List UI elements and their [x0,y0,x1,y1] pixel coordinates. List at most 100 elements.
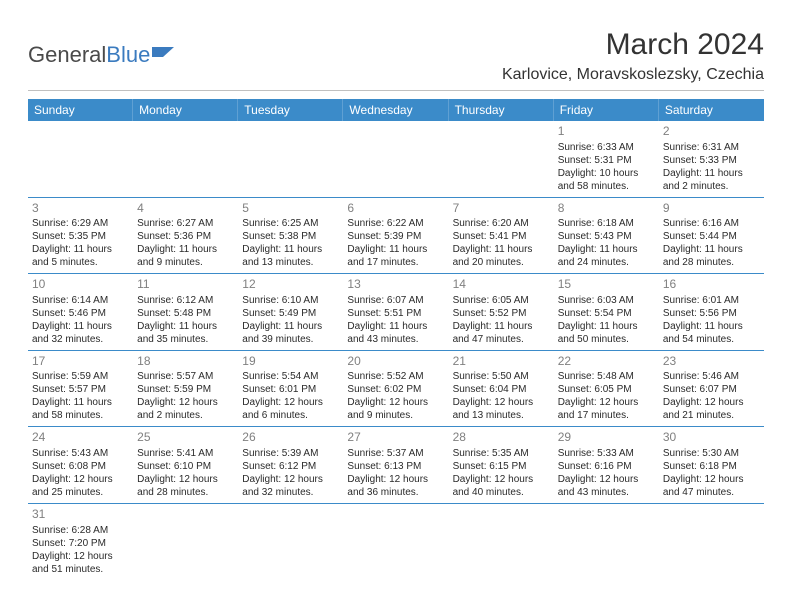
page-header: GeneralBlue March 2024 Karlovice, Moravs… [28,28,764,91]
day-number: 15 [558,277,655,293]
sunrise-text: Sunrise: 5:54 AM [242,370,339,383]
day-number: 20 [347,354,444,370]
day-cell: 15Sunrise: 6:03 AMSunset: 5:54 PMDayligh… [554,274,659,350]
sunrise-text: Sunrise: 6:10 AM [242,294,339,307]
weekday-header: Friday [554,99,659,121]
daylight-text: Daylight: 11 hours and 32 minutes. [32,320,129,346]
sunset-text: Sunset: 5:38 PM [242,230,339,243]
day-cell: 23Sunrise: 5:46 AMSunset: 6:07 PMDayligh… [659,351,764,427]
daylight-text: Daylight: 11 hours and 54 minutes. [663,320,760,346]
sunset-text: Sunset: 5:35 PM [32,230,129,243]
logo-text-1: General [28,42,106,68]
sunrise-text: Sunrise: 6:03 AM [558,294,655,307]
day-cell: 3Sunrise: 6:29 AMSunset: 5:35 PMDaylight… [28,198,133,274]
flag-icon [152,43,174,69]
sunrise-text: Sunrise: 6:31 AM [663,141,760,154]
day-cell: 19Sunrise: 5:54 AMSunset: 6:01 PMDayligh… [238,351,343,427]
daylight-text: Daylight: 12 hours and 51 minutes. [32,550,129,576]
sunrise-text: Sunrise: 5:35 AM [453,447,550,460]
sunset-text: Sunset: 6:08 PM [32,460,129,473]
sunset-text: Sunset: 5:41 PM [453,230,550,243]
daylight-text: Daylight: 11 hours and 39 minutes. [242,320,339,346]
sunrise-text: Sunrise: 5:37 AM [347,447,444,460]
day-cell: 22Sunrise: 5:48 AMSunset: 6:05 PMDayligh… [554,351,659,427]
empty-cell [449,504,554,580]
daylight-text: Daylight: 11 hours and 43 minutes. [347,320,444,346]
weekday-header: Monday [133,99,238,121]
daylight-text: Daylight: 12 hours and 28 minutes. [137,473,234,499]
day-cell: 26Sunrise: 5:39 AMSunset: 6:12 PMDayligh… [238,427,343,503]
daylight-text: Daylight: 11 hours and 50 minutes. [558,320,655,346]
day-cell: 1Sunrise: 6:33 AMSunset: 5:31 PMDaylight… [554,121,659,197]
sunrise-text: Sunrise: 5:59 AM [32,370,129,383]
empty-cell [449,121,554,197]
sunset-text: Sunset: 6:10 PM [137,460,234,473]
daylight-text: Daylight: 12 hours and 25 minutes. [32,473,129,499]
calendar-grid: SundayMondayTuesdayWednesdayThursdayFrid… [28,99,764,580]
sunrise-text: Sunrise: 6:05 AM [453,294,550,307]
sunset-text: Sunset: 6:02 PM [347,383,444,396]
day-cell: 18Sunrise: 5:57 AMSunset: 5:59 PMDayligh… [133,351,238,427]
daylight-text: Daylight: 11 hours and 13 minutes. [242,243,339,269]
sunrise-text: Sunrise: 6:33 AM [558,141,655,154]
sunset-text: Sunset: 5:54 PM [558,307,655,320]
sunset-text: Sunset: 5:36 PM [137,230,234,243]
sunrise-text: Sunrise: 5:52 AM [347,370,444,383]
daylight-text: Daylight: 10 hours and 58 minutes. [558,167,655,193]
sunrise-text: Sunrise: 5:57 AM [137,370,234,383]
week-row: 31Sunrise: 6:28 AMSunset: 7:20 PMDayligh… [28,504,764,580]
weekday-header: Sunday [28,99,133,121]
location-subtitle: Karlovice, Moravskoslezsky, Czechia [502,66,764,84]
day-cell: 8Sunrise: 6:18 AMSunset: 5:43 PMDaylight… [554,198,659,274]
daylight-text: Daylight: 12 hours and 43 minutes. [558,473,655,499]
day-cell: 30Sunrise: 5:30 AMSunset: 6:18 PMDayligh… [659,427,764,503]
empty-cell [343,504,448,580]
sunset-text: Sunset: 6:12 PM [242,460,339,473]
sunset-text: Sunset: 7:20 PM [32,537,129,550]
sunrise-text: Sunrise: 6:22 AM [347,217,444,230]
day-number: 27 [347,430,444,446]
day-number: 4 [137,201,234,217]
sunset-text: Sunset: 5:49 PM [242,307,339,320]
empty-cell [238,121,343,197]
week-row: 10Sunrise: 6:14 AMSunset: 5:46 PMDayligh… [28,274,764,351]
day-number: 5 [242,201,339,217]
daylight-text: Daylight: 12 hours and 6 minutes. [242,396,339,422]
sunset-text: Sunset: 5:39 PM [347,230,444,243]
empty-cell [133,121,238,197]
day-number: 29 [558,430,655,446]
day-cell: 21Sunrise: 5:50 AMSunset: 6:04 PMDayligh… [449,351,554,427]
day-number: 12 [242,277,339,293]
day-number: 2 [663,124,760,140]
day-cell: 20Sunrise: 5:52 AMSunset: 6:02 PMDayligh… [343,351,448,427]
daylight-text: Daylight: 12 hours and 47 minutes. [663,473,760,499]
day-cell: 6Sunrise: 6:22 AMSunset: 5:39 PMDaylight… [343,198,448,274]
day-number: 6 [347,201,444,217]
sunrise-text: Sunrise: 6:20 AM [453,217,550,230]
day-cell: 31Sunrise: 6:28 AMSunset: 7:20 PMDayligh… [28,504,133,580]
month-title: March 2024 [502,28,764,62]
sunrise-text: Sunrise: 6:07 AM [347,294,444,307]
sunset-text: Sunset: 5:43 PM [558,230,655,243]
calendar-page: GeneralBlue March 2024 Karlovice, Moravs… [0,0,792,580]
day-number: 17 [32,354,129,370]
day-number: 10 [32,277,129,293]
weekday-header: Wednesday [343,99,448,121]
day-cell: 16Sunrise: 6:01 AMSunset: 5:56 PMDayligh… [659,274,764,350]
sunrise-text: Sunrise: 5:48 AM [558,370,655,383]
sunset-text: Sunset: 6:16 PM [558,460,655,473]
daylight-text: Daylight: 12 hours and 9 minutes. [347,396,444,422]
sunset-text: Sunset: 5:51 PM [347,307,444,320]
day-number: 13 [347,277,444,293]
daylight-text: Daylight: 11 hours and 58 minutes. [32,396,129,422]
sunset-text: Sunset: 5:57 PM [32,383,129,396]
daylight-text: Daylight: 12 hours and 40 minutes. [453,473,550,499]
sunset-text: Sunset: 6:05 PM [558,383,655,396]
sunrise-text: Sunrise: 6:01 AM [663,294,760,307]
sunset-text: Sunset: 5:48 PM [137,307,234,320]
day-cell: 28Sunrise: 5:35 AMSunset: 6:15 PMDayligh… [449,427,554,503]
daylight-text: Daylight: 11 hours and 24 minutes. [558,243,655,269]
day-number: 1 [558,124,655,140]
day-cell: 14Sunrise: 6:05 AMSunset: 5:52 PMDayligh… [449,274,554,350]
sunset-text: Sunset: 6:13 PM [347,460,444,473]
